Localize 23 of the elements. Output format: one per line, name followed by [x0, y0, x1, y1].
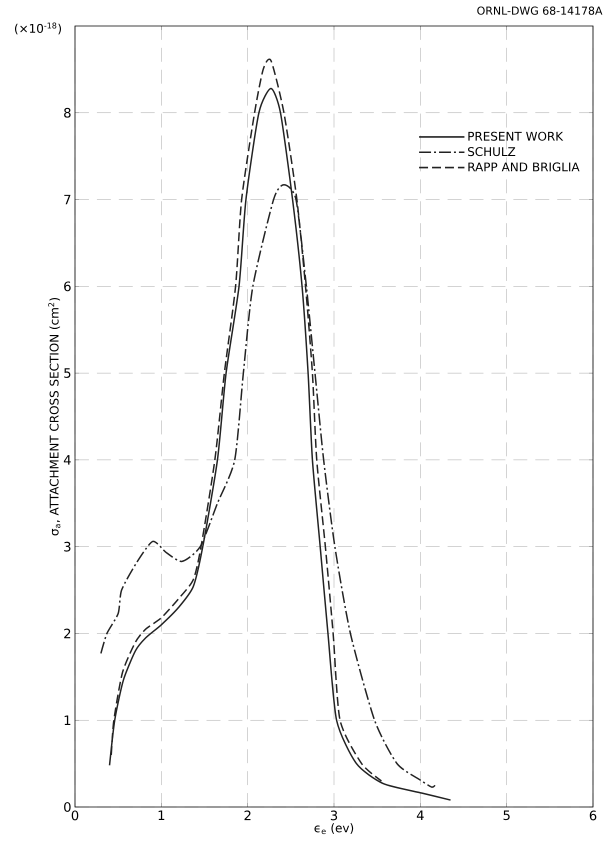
y-tick-label: 4: [64, 455, 71, 465]
y-tick-label: 7: [64, 194, 70, 204]
legend-label: PRESENT WORK: [468, 132, 564, 141]
x-axis-title: ϵ$_{e}$ (ev): [314, 823, 354, 834]
x-tick-label: 5: [504, 810, 510, 820]
y-tick-label: 5: [64, 368, 70, 378]
y-tick-label: 2: [64, 628, 70, 638]
legend-label: SCHULZ: [468, 147, 516, 156]
y-tick-label: 0: [64, 802, 71, 812]
x-tick-label: 1: [158, 810, 164, 820]
x-tick-label: 6: [590, 810, 596, 820]
y-axis-title: σ$_{a}$, ATTACHMENT CROSS SECTION (cm$^{2}$): [48, 298, 60, 536]
y-tick-label: 6: [64, 281, 71, 292]
x-tick-label: 2: [244, 810, 250, 820]
y-tick-label: 8: [64, 108, 71, 118]
x-tick-label: 3: [330, 810, 338, 820]
x-tick-label: 0: [72, 810, 78, 820]
y-tick-label: 1: [64, 716, 70, 725]
legend-label: RAPP AND BRIGLIA: [468, 162, 580, 172]
y-tick-label: 3: [64, 542, 70, 552]
text: (×10$^{-18}$): [14, 22, 62, 34]
x-tick-label: 4: [416, 810, 424, 820]
text: ORNL-DWG 68-14178A: [477, 6, 602, 15]
